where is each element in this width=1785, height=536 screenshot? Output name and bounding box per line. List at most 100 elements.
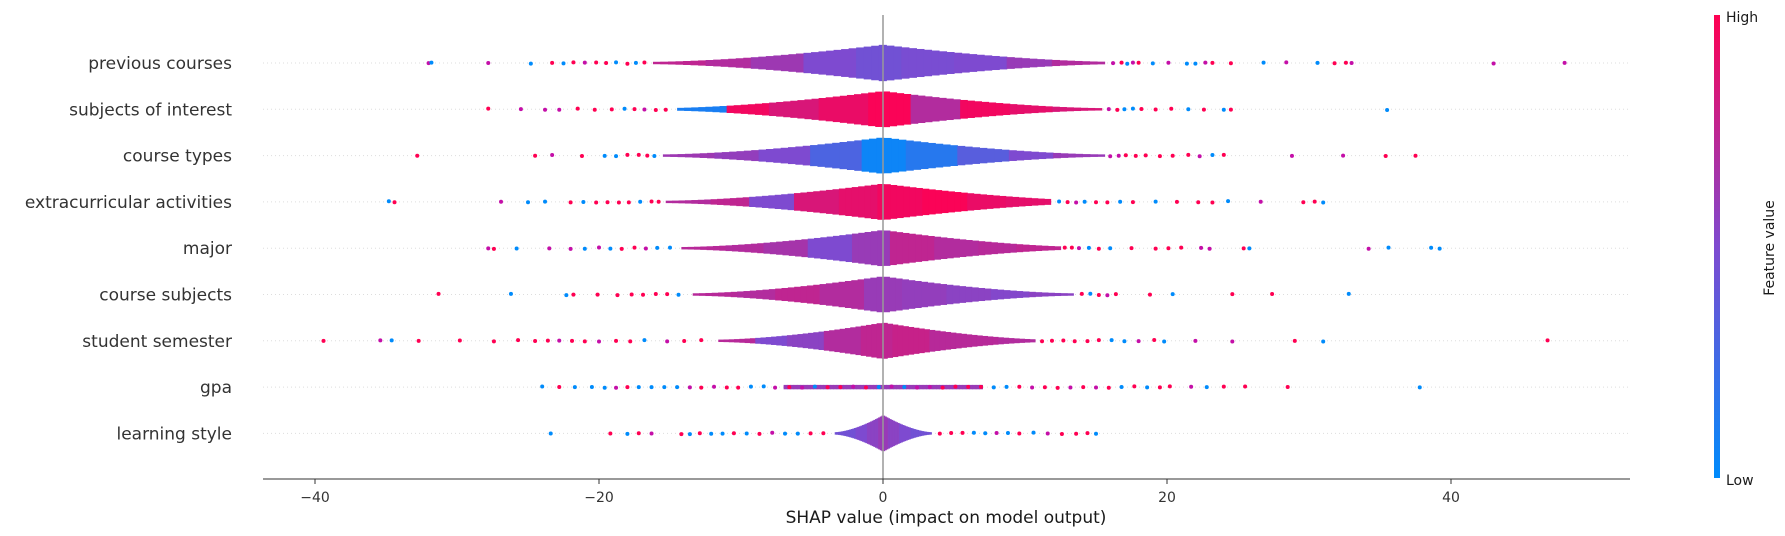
- scatter-point: [436, 291, 441, 296]
- scatter-point: [557, 107, 562, 112]
- violin-slice: [691, 200, 699, 204]
- violin-slice: [962, 384, 967, 390]
- violin-slice: [854, 428, 857, 439]
- violin-slice: [1016, 244, 1024, 253]
- scatter-point: [1169, 106, 1174, 111]
- violin-slice: [1060, 293, 1068, 296]
- violin-slice: [871, 45, 880, 81]
- violin-slice: [760, 337, 767, 345]
- violin-slice: [926, 431, 929, 435]
- scatter-point: [416, 338, 421, 343]
- violin-slice: [1054, 246, 1062, 251]
- violin-slice: [794, 193, 802, 211]
- violin-slice: [802, 333, 809, 349]
- violin-slice: [857, 279, 865, 310]
- violin-slice: [813, 284, 821, 305]
- violin-slice: [1006, 57, 1015, 69]
- violin-slice: [861, 139, 870, 172]
- violin-slice: [863, 278, 871, 311]
- violin-slice: [712, 106, 721, 113]
- scatter-point: [582, 60, 587, 65]
- scatter-point: [625, 61, 630, 66]
- violin-slice: [1005, 196, 1013, 208]
- scatter-point: [1105, 293, 1110, 298]
- violin-slice: [1023, 151, 1032, 160]
- violin-slice: [850, 327, 857, 355]
- violin-slice: [921, 235, 929, 262]
- violin-slice: [800, 286, 808, 303]
- scatter-point: [1210, 60, 1215, 65]
- violin-slice: [806, 285, 814, 304]
- violin-slice: [808, 332, 814, 349]
- violin-slice: [976, 54, 985, 72]
- violin-slice: [966, 334, 973, 348]
- violin-student-semester: [718, 322, 1036, 359]
- violin-slice: [738, 244, 746, 252]
- violin-slice: [765, 56, 774, 70]
- scatter-point: [1094, 200, 1098, 205]
- violin-slice: [833, 49, 842, 77]
- violin-slice: [927, 282, 935, 307]
- violin-slice: [774, 194, 782, 210]
- violin-slice: [929, 329, 936, 352]
- violin-slice: [927, 235, 935, 261]
- scatter-point: [561, 61, 566, 66]
- violin-slice: [876, 276, 884, 313]
- violin-slice: [788, 147, 796, 165]
- violin-slice: [819, 284, 827, 305]
- scatter-point: [731, 431, 736, 436]
- scatter-point: [724, 385, 729, 390]
- scatter-point: [547, 246, 552, 251]
- violin-slice: [896, 185, 904, 219]
- scatter-point: [1133, 153, 1138, 158]
- violin-slice: [933, 283, 941, 306]
- violin-slice: [832, 96, 841, 123]
- violin-slice: [1022, 291, 1030, 298]
- violin-slice: [883, 415, 886, 452]
- violin-major: [681, 230, 1062, 267]
- violins: [652, 44, 1106, 452]
- violin-slice: [787, 193, 795, 211]
- scatter-point: [1346, 291, 1351, 296]
- violin-slice: [731, 244, 739, 252]
- scatter-point: [838, 385, 843, 390]
- violin-slice: [1044, 198, 1052, 205]
- scatter-point: [1147, 292, 1152, 297]
- violin-slice: [736, 197, 744, 207]
- violin-slice: [706, 246, 714, 251]
- violin-slice: [765, 337, 772, 345]
- scatter-point: [1108, 154, 1113, 159]
- scatter-point: [1111, 61, 1116, 66]
- violin-slice: [749, 338, 756, 344]
- x-tick-label: −40: [300, 490, 330, 506]
- violin-slice: [922, 188, 930, 216]
- scatter-point: [545, 338, 550, 343]
- violin-course-subjects: [692, 276, 1074, 313]
- violin-slice: [705, 106, 714, 112]
- scatter-point: [1312, 199, 1317, 204]
- violin-slice: [769, 102, 777, 117]
- violin-slice: [1096, 61, 1106, 65]
- violin-slice: [984, 55, 993, 71]
- violin-slice: [839, 95, 848, 123]
- scatter-point: [508, 291, 513, 296]
- violin-slice: [889, 92, 898, 127]
- violin-slice: [959, 239, 967, 258]
- scatter-point: [616, 200, 621, 205]
- violin-slice: [692, 293, 700, 296]
- violin-slice: [795, 239, 803, 257]
- scatter-point: [1017, 431, 1022, 436]
- scatter-point: [597, 245, 601, 250]
- violin-slice: [723, 339, 730, 343]
- violin-slice: [924, 96, 933, 123]
- violin-slice: [1082, 154, 1091, 158]
- violin-slice: [725, 245, 733, 252]
- violin-slice: [910, 428, 913, 439]
- violin-slice: [814, 237, 821, 259]
- violin-slice: [839, 142, 848, 170]
- scatter-point: [1270, 291, 1275, 296]
- violin-course-types: [662, 137, 1106, 174]
- violin-slice: [1013, 338, 1020, 344]
- violin-slice: [924, 329, 930, 353]
- scatter-point: [568, 246, 573, 251]
